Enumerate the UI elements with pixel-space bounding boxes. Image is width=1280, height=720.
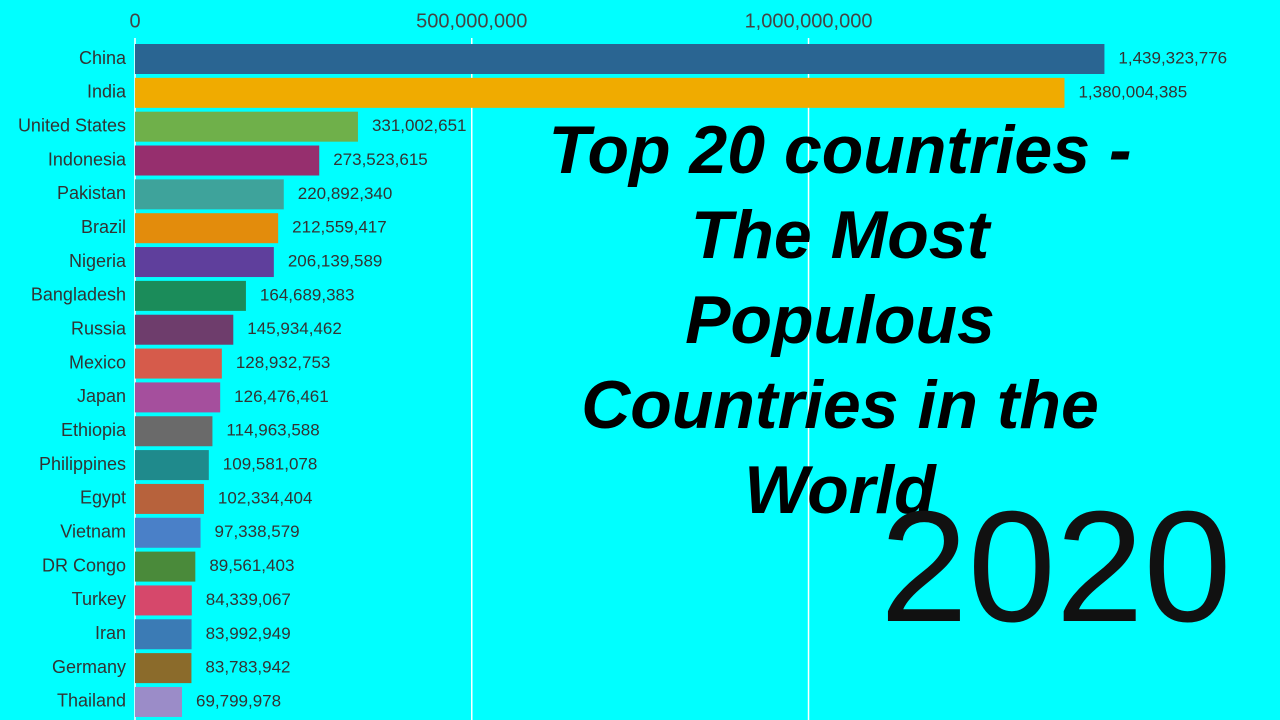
value-label: 212,559,417 (292, 218, 387, 237)
bar (135, 179, 284, 210)
bar (135, 314, 234, 345)
bar (135, 111, 358, 142)
category-label: United States (18, 115, 126, 135)
bar (135, 213, 279, 244)
chart-title: Top 20 countries - The Most Populous Countr… (480, 108, 1200, 533)
bar (135, 585, 192, 616)
value-label: 69,799,978 (196, 691, 281, 710)
bar (135, 551, 196, 582)
bar (135, 145, 320, 176)
category-label: Indonesia (48, 149, 127, 169)
category-label: Japan (77, 386, 126, 406)
value-label: 126,476,461 (234, 387, 329, 406)
value-label: 220,892,340 (298, 184, 393, 203)
bar (135, 247, 274, 278)
bar (135, 619, 192, 650)
bar (135, 483, 204, 514)
category-label: Vietnam (60, 522, 126, 542)
value-label: 83,783,942 (205, 658, 290, 677)
category-label: Iran (95, 623, 126, 643)
bar (135, 382, 221, 413)
value-label: 145,934,462 (247, 319, 342, 338)
bar (135, 348, 222, 379)
value-label: 331,002,651 (372, 116, 467, 135)
bar (135, 686, 183, 717)
category-label: India (87, 82, 127, 102)
category-label: Philippines (39, 454, 126, 474)
category-label: Germany (52, 657, 126, 677)
value-label: 89,561,403 (209, 556, 294, 575)
bar (135, 653, 192, 684)
category-label: Ethiopia (61, 420, 127, 440)
x-tick-label: 1,000,000,000 (745, 10, 873, 32)
value-label: 164,689,383 (260, 285, 355, 304)
value-label: 114,963,588 (226, 421, 319, 440)
value-label: 97,338,579 (215, 522, 300, 541)
bar (135, 517, 201, 548)
category-label: Nigeria (69, 251, 127, 271)
value-label: 109,581,078 (223, 455, 318, 474)
value-label: 1,439,323,776 (1118, 48, 1227, 67)
value-label: 84,339,067 (206, 590, 291, 609)
value-label: 206,139,589 (288, 252, 383, 271)
category-label: Mexico (69, 352, 126, 372)
category-label: DR Congo (42, 555, 126, 575)
category-label: Turkey (72, 589, 126, 609)
value-label: 83,992,949 (206, 624, 291, 643)
x-tick-label: 500,000,000 (416, 10, 527, 32)
value-label: 128,932,753 (236, 353, 331, 372)
bar (135, 77, 1065, 108)
category-label: Brazil (81, 217, 126, 237)
year-label: 2020 (880, 479, 1232, 655)
bar (135, 280, 246, 311)
x-tick-label: 0 (129, 10, 140, 32)
category-label: Bangladesh (31, 285, 126, 305)
category-label: Thailand (57, 691, 126, 711)
category-label: Egypt (80, 488, 126, 508)
title-line: Populous (685, 282, 995, 358)
category-label: Pakistan (57, 183, 126, 203)
title-line: World (744, 452, 936, 528)
category-label: Russia (71, 318, 127, 338)
bar (135, 416, 213, 447)
value-label: 273,523,615 (333, 150, 428, 169)
category-label: China (79, 48, 127, 68)
title-line: Top 20 countries - (548, 112, 1132, 188)
bar (135, 450, 209, 481)
value-label: 1,380,004,385 (1078, 82, 1187, 101)
title-line: Countries in the (581, 367, 1099, 443)
title-line: The Most (690, 197, 990, 273)
value-label: 102,334,404 (218, 488, 313, 507)
bar (135, 44, 1105, 74)
